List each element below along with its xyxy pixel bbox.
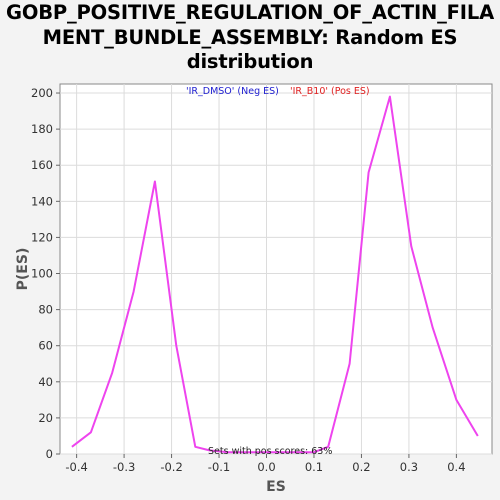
- y-tick-label: 20: [38, 411, 53, 425]
- es-distribution-line: [71, 95, 479, 454]
- legend-entry-neg-es: 'IR_DMSO' (Neg ES): [186, 86, 279, 97]
- y-tick-label: 160: [31, 158, 53, 172]
- legend: 'IR_DMSO' (Neg ES) 'IR_B10' (Pos ES): [186, 86, 370, 97]
- y-tick-label: 40: [38, 375, 53, 389]
- x-axis-label: ES: [266, 479, 286, 495]
- x-tick-label: -0.2: [160, 460, 182, 474]
- chart-title-line-2: MENT_BUNDLE_ASSEMBLY: Random ES: [42, 25, 458, 49]
- x-tick-label: 0.3: [400, 460, 418, 474]
- y-tick-label: 0: [46, 447, 53, 461]
- y-tick-label: 80: [38, 303, 53, 317]
- x-tick-label: -0.4: [65, 460, 87, 474]
- series-layer: [71, 95, 479, 454]
- chart-title-line-1: GOBP_POSITIVE_REGULATION_OF_ACTIN_FILA: [6, 1, 494, 24]
- chart-title-block: GOBP_POSITIVE_REGULATION_OF_ACTIN_FILA M…: [0, 0, 500, 78]
- x-tick-label: 0.4: [447, 460, 465, 474]
- y-tick-label: 200: [31, 86, 53, 100]
- pos-scores-annotation: Sets with pos scores: 63%: [208, 446, 332, 457]
- y-axis-label: P(ES): [15, 248, 31, 291]
- x-axis-ticks: -0.4 -0.3 -0.2 -0.1 0.0 0.1 0.2 0.3 0.4: [65, 454, 466, 474]
- y-tick-label: 180: [31, 122, 53, 136]
- chart-title: GOBP_POSITIVE_REGULATION_OF_ACTIN_FILA M…: [0, 0, 500, 75]
- y-tick-label: 100: [31, 267, 53, 281]
- y-tick-label: 120: [31, 230, 53, 244]
- x-tick-label: -0.3: [113, 460, 135, 474]
- chart-title-line-3: distribution: [186, 50, 314, 73]
- y-tick-label: 60: [38, 339, 53, 353]
- legend-entry-pos-es: 'IR_B10' (Pos ES): [290, 86, 370, 97]
- x-tick-label: 0.2: [352, 460, 370, 474]
- y-tick-label: 140: [31, 194, 53, 208]
- x-tick-label: -0.1: [208, 460, 230, 474]
- plot-area: [59, 83, 493, 455]
- y-axis-ticks: 0 20 40 60 80 100 120 140 160 180 200: [31, 86, 60, 461]
- x-tick-label: 0.1: [305, 460, 323, 474]
- grid-lines: [60, 84, 492, 455]
- x-tick-label: 0.0: [257, 460, 275, 474]
